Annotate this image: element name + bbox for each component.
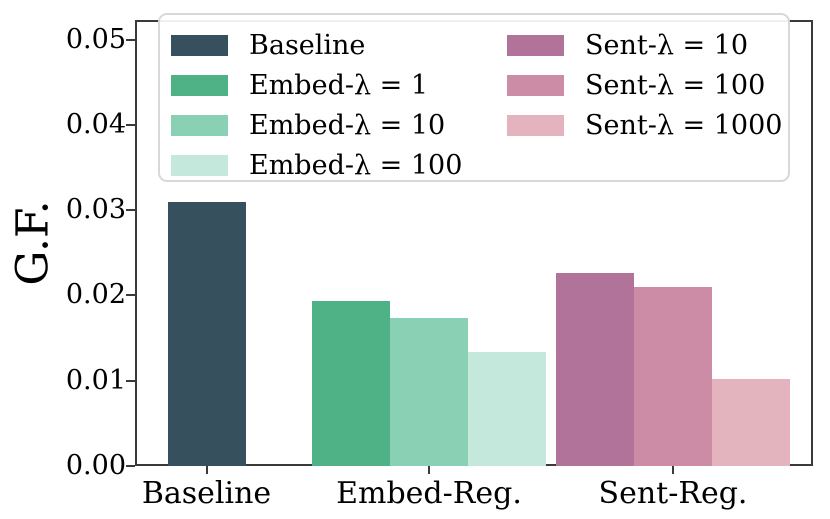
y-tick-label: 0.01	[65, 364, 126, 396]
bar-sent-reg--2	[712, 379, 790, 466]
legend-box: Baseline Embed-λ = 1 Embed-λ = 10 Embed-λ =…	[158, 13, 790, 182]
y-tick-mark	[126, 465, 135, 467]
bar-embed-reg--1	[390, 317, 468, 466]
legend-swatch-icon	[171, 34, 228, 56]
legend-entry: Sent-λ = 1000	[507, 105, 782, 145]
legend-entry: Embed-λ = 10	[171, 105, 462, 145]
legend-column-2: Sent-λ = 10 Sent-λ = 100 Sent-λ = 1000	[507, 25, 782, 145]
legend-swatch-icon	[171, 154, 228, 176]
y-tick-mark	[126, 209, 135, 212]
bar-embed-reg--2	[468, 351, 546, 466]
legend-swatch-icon	[171, 114, 228, 136]
bar-sent-reg--1	[634, 286, 712, 466]
legend-label: Sent-λ = 1000	[585, 109, 783, 141]
legend-label: Embed-λ = 100	[249, 149, 463, 181]
y-tick-label: 0.00	[65, 450, 126, 481]
legend-label: Baseline	[249, 29, 366, 61]
bar-baseline-0	[167, 201, 246, 466]
x-tick-label: Sent-Reg.	[598, 476, 748, 511]
bar-sent-reg--0	[556, 273, 634, 466]
legend-swatch-icon	[507, 114, 564, 136]
y-tick-mark	[126, 38, 135, 41]
legend-column-1: Baseline Embed-λ = 1 Embed-λ = 10 Embed-λ =…	[171, 25, 462, 185]
legend-entry: Baseline	[171, 25, 462, 65]
legend-swatch-icon	[171, 74, 228, 96]
x-tick-label: Baseline	[141, 476, 272, 511]
y-tick-mark	[126, 123, 135, 126]
legend-label: Embed-λ = 10	[249, 109, 446, 141]
x-tick-mark	[672, 466, 674, 474]
y-tick-label: 0.05	[65, 23, 126, 55]
legend-swatch-icon	[507, 34, 564, 56]
legend-entry: Embed-λ = 1	[171, 65, 462, 105]
legend-entry: Embed-λ = 100	[171, 145, 462, 185]
x-tick-label: Embed-Reg.	[336, 476, 522, 511]
y-tick-label: 0.04	[65, 108, 126, 140]
y-tick-label: 0.03	[65, 194, 126, 226]
y-tick-label: 0.02	[65, 279, 126, 311]
y-tick-mark	[126, 379, 135, 382]
bar-embed-reg--0	[312, 300, 390, 466]
legend-entry: Sent-λ = 10	[507, 25, 782, 65]
legend-label: Sent-λ = 10	[585, 29, 749, 61]
legend-entry: Sent-λ = 100	[507, 65, 782, 105]
y-tick-mark	[126, 294, 135, 297]
x-tick-mark	[205, 466, 208, 474]
legend-label: Sent-λ = 100	[585, 69, 766, 101]
legend-label: Embed-λ = 1	[249, 69, 429, 101]
x-tick-mark	[428, 466, 430, 474]
legend-swatch-icon	[507, 74, 564, 96]
